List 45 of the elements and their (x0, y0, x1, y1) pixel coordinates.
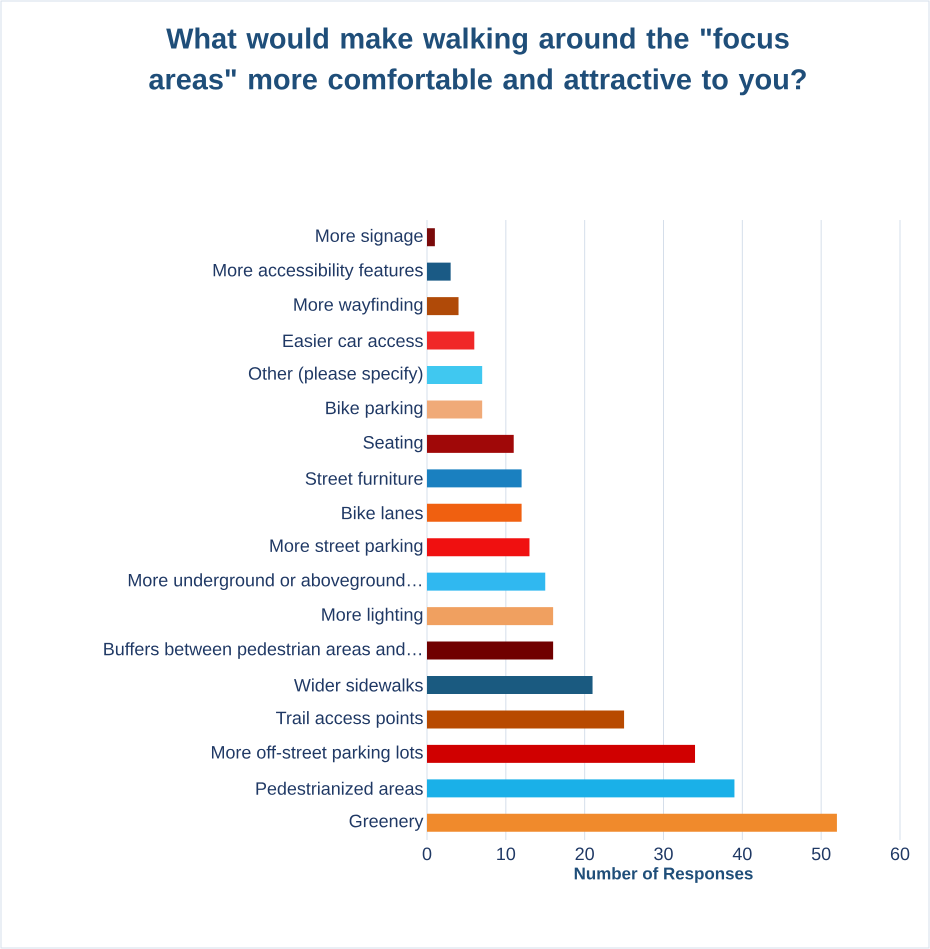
y-tick-label: More street parking (270, 538, 422, 556)
y-tick-label: More signage (316, 228, 423, 246)
bar (426, 538, 530, 556)
y-tick-label: Other (please specify) (248, 366, 422, 384)
x-tick-label: 50 (812, 848, 830, 860)
bar (426, 262, 451, 281)
y-tick-label: Bike lanes (342, 506, 423, 520)
bar (426, 504, 522, 522)
y-tick-label: More lighting (322, 608, 422, 624)
y-tick-label: Trail access points (276, 711, 423, 728)
y-tick-label: Pedestrianized areas (256, 782, 423, 795)
x-tick-label: 40 (732, 848, 752, 860)
y-tick-label: More off-street parking lots (212, 746, 423, 762)
bar (426, 228, 435, 246)
y-tick-label: More underground or aboveground… (128, 573, 421, 590)
bar (426, 814, 837, 832)
bar (426, 607, 554, 626)
x-tick-label: 10 (497, 848, 516, 860)
x-tick-label: 30 (654, 848, 673, 860)
bar (426, 744, 696, 763)
x-tick-label: 20 (576, 848, 594, 860)
bar (426, 469, 522, 488)
bar (426, 710, 624, 728)
bar (426, 366, 482, 384)
y-tick-label: Seating (363, 436, 422, 452)
bar (426, 400, 482, 418)
y-tick-label: Street furniture (306, 472, 423, 485)
bar (426, 642, 554, 660)
y-tick-label: Easier car access (283, 334, 423, 348)
bar (426, 332, 474, 350)
bar (426, 676, 593, 694)
y-tick-label: Buffers between pedestrian areas and… (104, 642, 421, 659)
x-tick-label: 60 (890, 848, 910, 860)
chart-title: What would make walking around the "focus areas" more comfortable and attractive to you? (149, 28, 806, 96)
bar (426, 779, 734, 798)
x-tick-label: 0 (422, 848, 432, 860)
y-tick-label: More wayfinding (294, 298, 422, 314)
bar (426, 297, 459, 316)
y-tick-label: Greenery (350, 814, 424, 831)
y-tick-label: More accessibility features (214, 263, 423, 280)
y-tick-label: Wider sidewalks (294, 678, 423, 692)
x-axis-title: Number of Responses (574, 867, 753, 883)
y-tick-label: Bike parking (326, 401, 422, 418)
bar (426, 434, 514, 453)
bar (426, 572, 546, 591)
